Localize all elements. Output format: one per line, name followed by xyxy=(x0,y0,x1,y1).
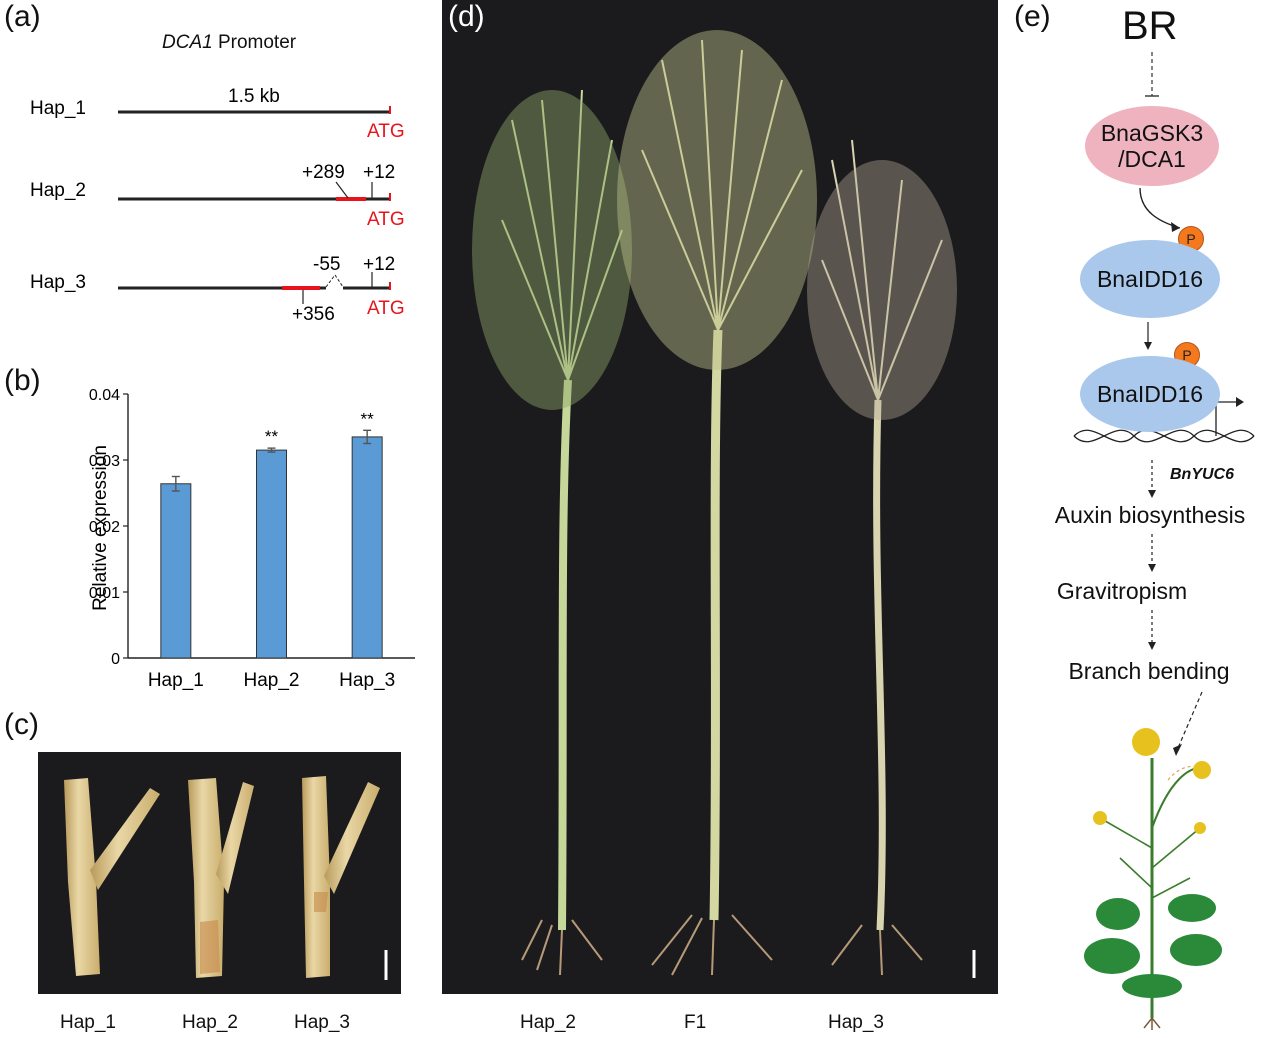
stem-label-hap2: Hap_2 xyxy=(182,1012,238,1033)
chart-y-tick-label: 0.04 xyxy=(89,387,120,404)
flower-cluster-right xyxy=(1194,822,1206,834)
phosphorylation-arrow xyxy=(1139,187,1181,229)
idd16-node-2: BnaIDD16 xyxy=(1080,356,1220,432)
hap2-atg: ATG xyxy=(367,209,405,230)
hap1-length-label: 1.5 kb xyxy=(228,86,280,107)
hap2-label-12: +12 xyxy=(363,162,395,183)
branch-bending-arrowhead xyxy=(1173,744,1182,756)
hap1-atg: ATG xyxy=(367,121,405,142)
chart-y-axis-label: Relative expression xyxy=(90,445,111,611)
step-auxin-biosynthesis: Auxin biosynthesis xyxy=(1054,502,1246,528)
chart-significance: ** xyxy=(265,427,279,446)
panel-d-letter: (d) xyxy=(448,0,485,33)
leaf-left-lower xyxy=(1084,938,1140,974)
stem-hap1 xyxy=(64,778,160,976)
flower-cluster-top xyxy=(1132,728,1160,756)
gsk3-dca1-node: BnaGSK3 /DCA1 xyxy=(1085,106,1219,186)
chart-y-tick-label: 0.03 xyxy=(89,453,120,470)
chart-bar xyxy=(160,483,192,659)
hap1-label: Hap_1 xyxy=(30,98,86,119)
hap2-pointer-289 xyxy=(335,181,349,199)
plant-label-hap2: Hap_2 xyxy=(520,1012,576,1033)
chart-y-tick-label: 0.01 xyxy=(89,585,120,602)
stem-hap2 xyxy=(188,778,254,978)
chart-x-tick-label: Hap_3 xyxy=(339,670,395,691)
leaf-right-upper xyxy=(1168,894,1216,922)
gravitropism-arrowhead xyxy=(1148,642,1156,650)
whole-plant-photo xyxy=(442,0,998,994)
phosphorylation-arrowhead xyxy=(1171,222,1180,232)
idd16-node-1: BnaIDD16 xyxy=(1080,240,1220,318)
yuc6-arrowhead xyxy=(1148,490,1156,498)
plant-label-hap3: Hap_3 xyxy=(828,1012,884,1033)
tf-activation-arrowhead xyxy=(1144,342,1152,350)
branch-bending-arrow xyxy=(1177,691,1203,749)
hap3-label-12: +12 xyxy=(363,254,395,275)
dna-helix-strand2 xyxy=(1073,429,1255,443)
auxin-arrowhead xyxy=(1148,564,1156,572)
promoter-diagram: Hap_1 1.5 kb ATG Hap_2 +289 +12 ATG Hap_… xyxy=(30,86,405,325)
plant-hap2 xyxy=(472,89,632,976)
chart-y-tick-label: 0.02 xyxy=(89,519,120,536)
leaf-left-upper xyxy=(1096,898,1140,930)
bending-guide xyxy=(1167,765,1201,781)
panel-c-letter: (c) xyxy=(4,708,39,741)
hap3-label-55: -55 xyxy=(313,254,340,275)
stem-branch-photo xyxy=(38,752,401,994)
promoter-word: Promoter xyxy=(212,32,297,53)
pathway-connectors xyxy=(1073,52,1255,756)
hap3-atg: ATG xyxy=(367,298,405,319)
flower-cluster-bent xyxy=(1193,761,1211,779)
flower-cluster-left xyxy=(1093,811,1107,825)
bending-branch xyxy=(1151,767,1201,829)
leaf-right-lower xyxy=(1170,934,1222,966)
leaf-base xyxy=(1122,974,1182,998)
panel-e-letter: (e) xyxy=(1014,0,1051,33)
hap3-label-356: +356 xyxy=(292,304,335,325)
side-branches xyxy=(1099,817,1201,899)
chart-layer: 0 0.01 0.02 0.03 0.04 Hap_1 ** Hap_2 ** Hap_3 xyxy=(89,387,415,691)
chart-significance: ** xyxy=(361,409,375,428)
stem-label-hap3: Hap_3 xyxy=(294,1012,350,1033)
chart-x-tick-label: Hap_2 xyxy=(244,670,300,691)
step-branch-bending: Branch bending xyxy=(1068,658,1230,684)
chart-x-tick-label: Hap_1 xyxy=(148,670,204,691)
stem-branch-drawing xyxy=(64,776,388,980)
promoter-title: DCA1 Promoter xyxy=(162,32,296,54)
rapeseed-plant-illustration xyxy=(1084,728,1222,1030)
stem-label-hap1: Hap_1 xyxy=(60,1012,116,1033)
plant-f1 xyxy=(617,30,817,976)
chart-bar xyxy=(351,436,383,659)
panel-a-letter: (a) xyxy=(4,0,41,33)
br-label: BR xyxy=(1122,4,1178,48)
yuc6-gene-label: BnYUC6 xyxy=(1170,466,1235,483)
transcription-start-arrowhead xyxy=(1236,397,1244,407)
plant-label-f1: F1 xyxy=(684,1012,707,1033)
chart-bar xyxy=(256,449,287,659)
expression-bar-chart: Relative expression 0 0.01 0.02 0.03 0.04 Hap… xyxy=(89,387,415,691)
hap3-label: Hap_3 xyxy=(30,272,86,293)
transcription-start-arrow xyxy=(1215,401,1236,436)
roots xyxy=(1143,1017,1161,1030)
panel-b-letter: (b) xyxy=(4,364,41,397)
plant-drawing xyxy=(472,30,976,978)
hap2-label-289: +289 xyxy=(302,162,345,183)
step-gravitropism: Gravitropism xyxy=(1056,578,1188,604)
plant-hap3 xyxy=(807,139,957,976)
hap3-deletion-mark xyxy=(325,274,344,288)
chart-y-tick-label: 0 xyxy=(111,651,120,668)
hap2-label: Hap_2 xyxy=(30,180,86,201)
gene-name: DCA1 xyxy=(162,32,213,53)
stem-hap3 xyxy=(302,776,380,978)
